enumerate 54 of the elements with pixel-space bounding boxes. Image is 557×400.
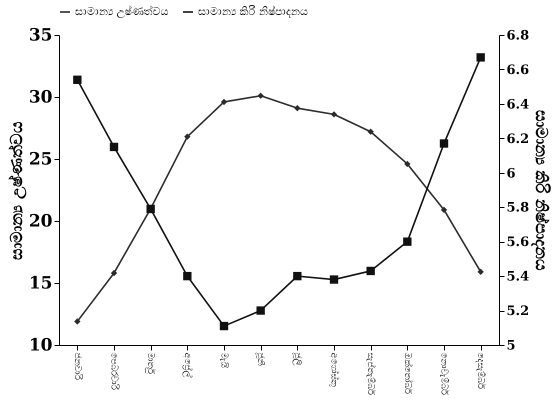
y-axis-title: සාමාන්‍ය උෂ්ණත්වය — [6, 121, 28, 260]
y2-tick-label: 6 — [506, 166, 516, 182]
point — [258, 92, 264, 99]
x-tick-label: ඔක්තෝබර් — [402, 352, 413, 394]
point — [440, 206, 448, 213]
y2-tick-label: 5.4 — [506, 270, 530, 285]
point — [220, 98, 228, 106]
point — [330, 275, 338, 284]
y-tick-label: 25 — [28, 150, 52, 170]
y2-tick-label: 5 — [506, 338, 516, 354]
y2-tick-label: 6.4 — [506, 97, 530, 112]
y2-tick-label: 5.6 — [506, 235, 530, 250]
point — [403, 237, 412, 246]
x-tick-label: මැයි — [218, 352, 230, 368]
x-tick-label: ජනවාරි — [72, 352, 83, 380]
y2-tick-label: 6.8 — [506, 28, 530, 44]
legend-label: සාමාන්‍ය කිරි නිෂ්පාදනය — [198, 4, 308, 18]
y2-tick-label: 6.6 — [506, 62, 530, 78]
point — [256, 306, 265, 315]
y2-axis-title: සාමාන්‍ය කිරි නිෂ්පාදනය — [531, 110, 552, 272]
point — [366, 266, 375, 276]
x-tick-label: ජූනි — [255, 352, 266, 366]
point — [183, 272, 192, 280]
y2-tick-label: 5.8 — [506, 200, 530, 216]
y-tick-label: 20 — [28, 212, 53, 232]
x-tick-label: සැප්තැම්බර් — [365, 352, 376, 396]
point — [294, 105, 300, 112]
point — [184, 134, 190, 140]
x-tick-label: ජූලි — [292, 352, 302, 366]
point — [220, 322, 228, 330]
y2-tick-label: 5.2 — [506, 304, 530, 320]
point — [293, 272, 302, 280]
point — [368, 128, 374, 135]
x-tick-label: නොවැම්බර් — [438, 352, 450, 396]
point — [476, 53, 485, 62]
point — [404, 160, 410, 168]
y-tick-label: 15 — [28, 274, 52, 294]
point — [440, 139, 448, 148]
point — [73, 76, 82, 84]
y2-tick-label: 6.2 — [506, 132, 530, 147]
y-tick-label: 30 — [28, 88, 53, 108]
x-tick-label: මාර්තු — [145, 352, 156, 374]
point — [478, 268, 484, 275]
point — [74, 318, 80, 325]
point — [330, 111, 338, 118]
point — [110, 270, 118, 276]
x-tick-label: අගෝස්තු — [328, 352, 340, 388]
x-tick-label: පෙබරවාරි — [108, 352, 120, 390]
legend-label: සාමාන්‍ය උෂ්ණත්වය — [75, 4, 168, 19]
y-tick-label: 35 — [28, 26, 52, 46]
x-tick-label: අප්‍රේල් — [182, 352, 193, 378]
x-tick-label: දෙසැම්බර් — [475, 352, 486, 390]
point — [110, 142, 118, 152]
y-tick-label: 10 — [28, 336, 53, 356]
